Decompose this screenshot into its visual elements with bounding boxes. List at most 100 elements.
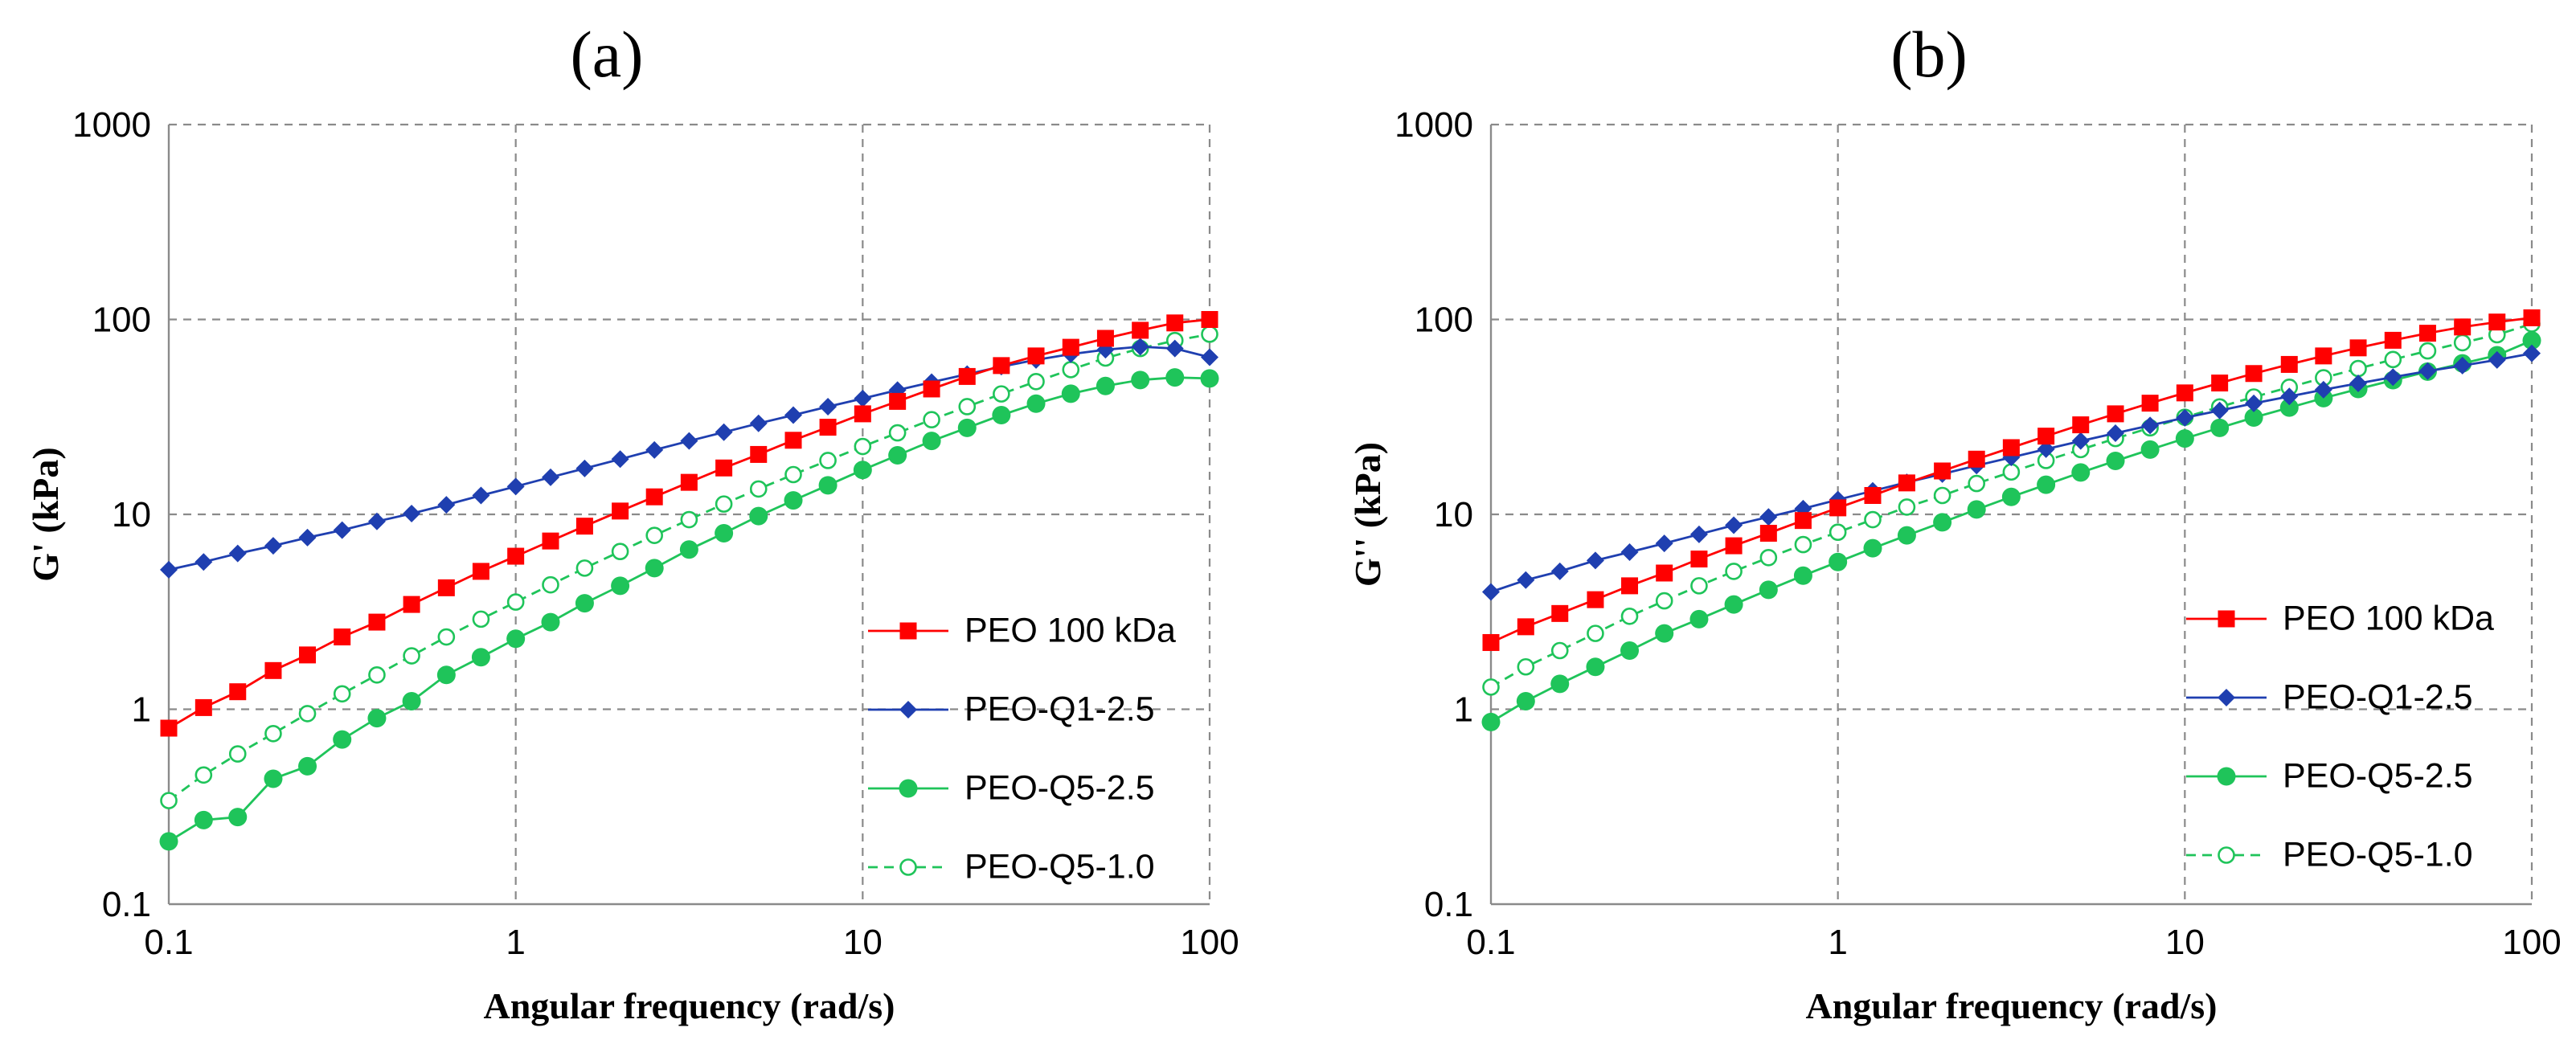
x-tick-label: 100 (2502, 923, 2561, 962)
legend-marker (899, 701, 917, 719)
data-point (160, 719, 178, 737)
data-point (1933, 513, 1952, 532)
data-point (195, 698, 212, 716)
data-point (680, 432, 698, 450)
data-point (1550, 562, 1569, 580)
data-point (1655, 592, 1673, 610)
data-point (368, 665, 386, 684)
legend: PEO 100 kDa PEO-Q1-2.5 PEO-Q5-2.5 PEO-Q5-1.… (868, 611, 1176, 886)
y-tick-label: 0.1 (102, 885, 151, 924)
data-point (299, 646, 317, 664)
legend-marker (899, 622, 917, 640)
data-point (1201, 348, 1218, 366)
data-point (1516, 691, 1535, 710)
legend-marker (2218, 610, 2235, 628)
data-point (1793, 566, 1812, 585)
data-point (472, 563, 489, 580)
data-point (645, 488, 663, 506)
series-peo-q5-2-5 (1481, 331, 2541, 731)
data-point (541, 468, 559, 486)
data-point (472, 610, 490, 628)
data-point (715, 495, 733, 513)
data-point (749, 414, 768, 432)
data-point (542, 575, 559, 594)
data-point (1621, 577, 1639, 595)
x-tick-label: 10 (2165, 923, 2205, 962)
data-point (958, 367, 976, 385)
data-point (645, 526, 663, 544)
data-point (1165, 368, 1185, 387)
data-point (298, 705, 317, 723)
data-point (264, 661, 282, 679)
data-point (2176, 408, 2194, 427)
data-point (2037, 428, 2055, 445)
data-point (575, 594, 594, 613)
legend-label: PEO-Q1-2.5 (964, 690, 1155, 728)
data-point (334, 628, 351, 646)
y-tick-label: 1000 (72, 105, 151, 145)
data-point (1864, 510, 1882, 529)
x-tick-label: 100 (1180, 923, 1239, 962)
series-peo-100-kda (160, 311, 1218, 737)
x-axis-title: Angular frequency (rad/s) (484, 985, 895, 1026)
panel-title: (a) (570, 18, 643, 91)
data-point (957, 418, 977, 437)
data-point (507, 547, 525, 565)
data-point (264, 537, 282, 555)
data-point (1863, 538, 1882, 558)
data-point (645, 559, 664, 578)
data-point (1620, 607, 1639, 625)
data-point (2314, 380, 2332, 399)
data-point (2210, 418, 2230, 437)
data-point (1620, 543, 1639, 562)
legend-item: PEO-Q1-2.5 (2186, 678, 2473, 716)
data-point (1829, 523, 1847, 541)
data-point (1725, 537, 1743, 555)
data-point (819, 419, 837, 436)
data-point (403, 504, 421, 522)
data-point (2211, 375, 2229, 392)
data-point (2418, 342, 2437, 360)
data-point (1689, 525, 1708, 543)
legend-marker (899, 858, 917, 876)
data-point (889, 392, 907, 410)
series-peo-q5-1-0 (160, 325, 1218, 809)
data-point (436, 665, 456, 685)
data-point (2072, 416, 2090, 434)
data-point (2245, 394, 2263, 412)
data-point (715, 459, 733, 477)
data-point (2001, 487, 2021, 506)
data-point (749, 480, 768, 498)
data-point (2107, 424, 2125, 442)
data-point (819, 452, 837, 469)
data-point (2071, 432, 2090, 450)
data-point (1517, 657, 1535, 676)
data-point (1096, 376, 1115, 395)
panel-a: (a) 0.1 1 10 100 1000 0.1 1 10 100 Angular frequen… (25, 18, 1239, 1026)
legend-item: PEO-Q5-1.0 (868, 847, 1155, 886)
data-point (853, 461, 872, 480)
data-point (715, 524, 734, 543)
data-point (1201, 325, 1218, 343)
data-point (1550, 674, 1570, 694)
x-tick-label: 1 (506, 923, 525, 962)
data-point (784, 465, 802, 484)
data-point (784, 432, 802, 449)
data-point (1689, 609, 1709, 628)
legend-item: PEO-Q5-2.5 (2186, 756, 2473, 795)
data-point (159, 832, 178, 851)
data-point (437, 579, 455, 596)
data-point (1587, 591, 1604, 608)
legend-item: PEO-Q5-2.5 (868, 768, 1155, 807)
data-point (264, 724, 282, 743)
legend-label: PEO 100 kDa (964, 611, 1176, 649)
data-point (1026, 394, 1046, 413)
data-point (2453, 334, 2472, 352)
data-point (1620, 641, 1640, 661)
data-point (1968, 450, 1985, 468)
data-point (194, 810, 213, 829)
panel-title: (b) (1890, 18, 1968, 91)
legend: PEO 100 kDa PEO-Q1-2.5 PEO-Q5-2.5 PEO-Q5-1.… (2186, 599, 2494, 874)
series-peo-q5-2-5 (159, 368, 1219, 851)
